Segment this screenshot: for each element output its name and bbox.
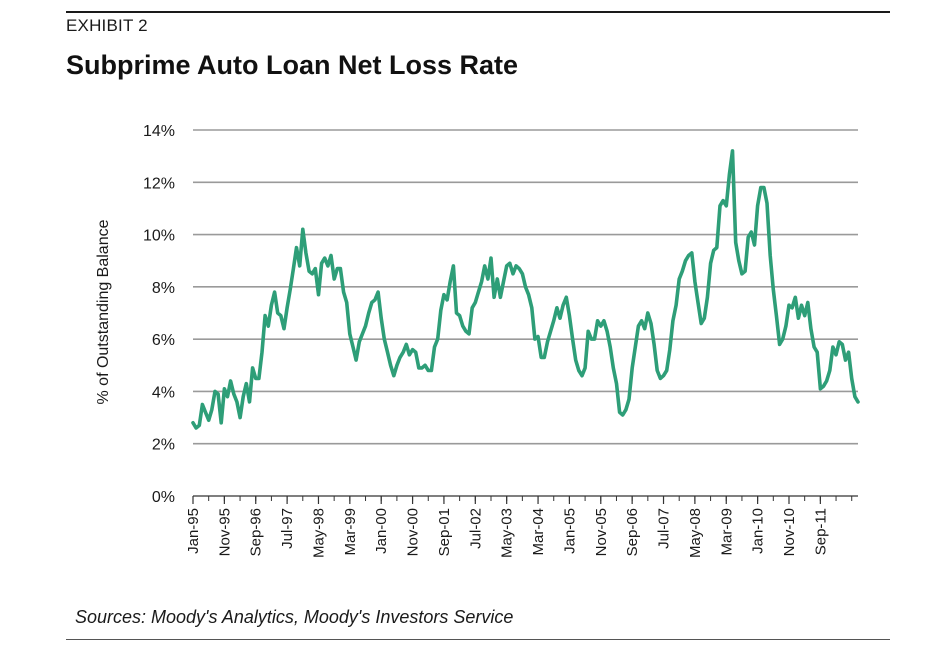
source-note: Sources: Moody's Analytics, Moody's Inve… — [75, 607, 514, 627]
exhibit-label: EXHIBIT 2 — [66, 16, 148, 35]
x-tick-label: Jan-05 — [561, 508, 578, 554]
top-rule — [66, 11, 890, 13]
x-tick-label: Jul-07 — [656, 508, 673, 549]
x-tick-label: Jul-02 — [467, 508, 484, 549]
x-tick-label: Sep-11 — [812, 508, 829, 555]
x-tick-label: May-03 — [499, 508, 516, 558]
x-tick-label: Jul-97 — [279, 508, 296, 549]
x-tick-label: Jan-00 — [373, 508, 390, 554]
x-axis: Jan-95 Nov-95 Sep-96 Jul-97 May-98 Mar-99 Jan-… — [185, 495, 858, 558]
y-tick-label: 6% — [152, 332, 175, 349]
x-tick-label: Nov-10 — [781, 508, 798, 556]
x-tick-label: Mar-09 — [718, 508, 735, 556]
series-line — [191, 149, 860, 430]
y-tick-label: 10% — [143, 228, 175, 245]
y-axis-ticks: 0% 2% 4% 6% 8% 10% 12% 14% — [143, 123, 175, 506]
line-chart: 0% 2% 4% 6% 8% 10% 12% 14% Jan-95 Nov-95 Sep-96 Ju… — [95, 123, 860, 558]
y-tick-label: 4% — [152, 384, 175, 401]
x-tick-label: Nov-95 — [216, 508, 233, 556]
x-tick-label: Sep-01 — [436, 508, 453, 556]
y-tick-label: 2% — [152, 437, 175, 454]
y-tick-label: 8% — [152, 280, 175, 297]
x-tick-label: Mar-99 — [342, 508, 359, 556]
series-area — [191, 149, 860, 430]
y-tick-label: 0% — [152, 489, 175, 506]
x-tick-label: Nov-00 — [405, 508, 422, 556]
x-tick-label: Jan-10 — [750, 508, 767, 554]
x-tick-label: Jan-95 — [185, 508, 202, 554]
x-tick-label: Nov-05 — [593, 508, 610, 556]
y-tick-label: 12% — [143, 175, 175, 192]
x-tick-label: Mar-04 — [530, 508, 547, 556]
x-tick-label: May-98 — [310, 508, 327, 558]
bottom-rule — [66, 639, 890, 640]
x-tick-label: May-08 — [687, 508, 704, 558]
x-tick-label: Sep-96 — [248, 508, 265, 556]
y-axis-label: % of Outstanding Balance — [95, 219, 112, 404]
y-tick-label: 14% — [143, 123, 175, 140]
x-tick-label: Sep-06 — [624, 508, 641, 556]
page-title: Subprime Auto Loan Net Loss Rate — [66, 50, 519, 80]
